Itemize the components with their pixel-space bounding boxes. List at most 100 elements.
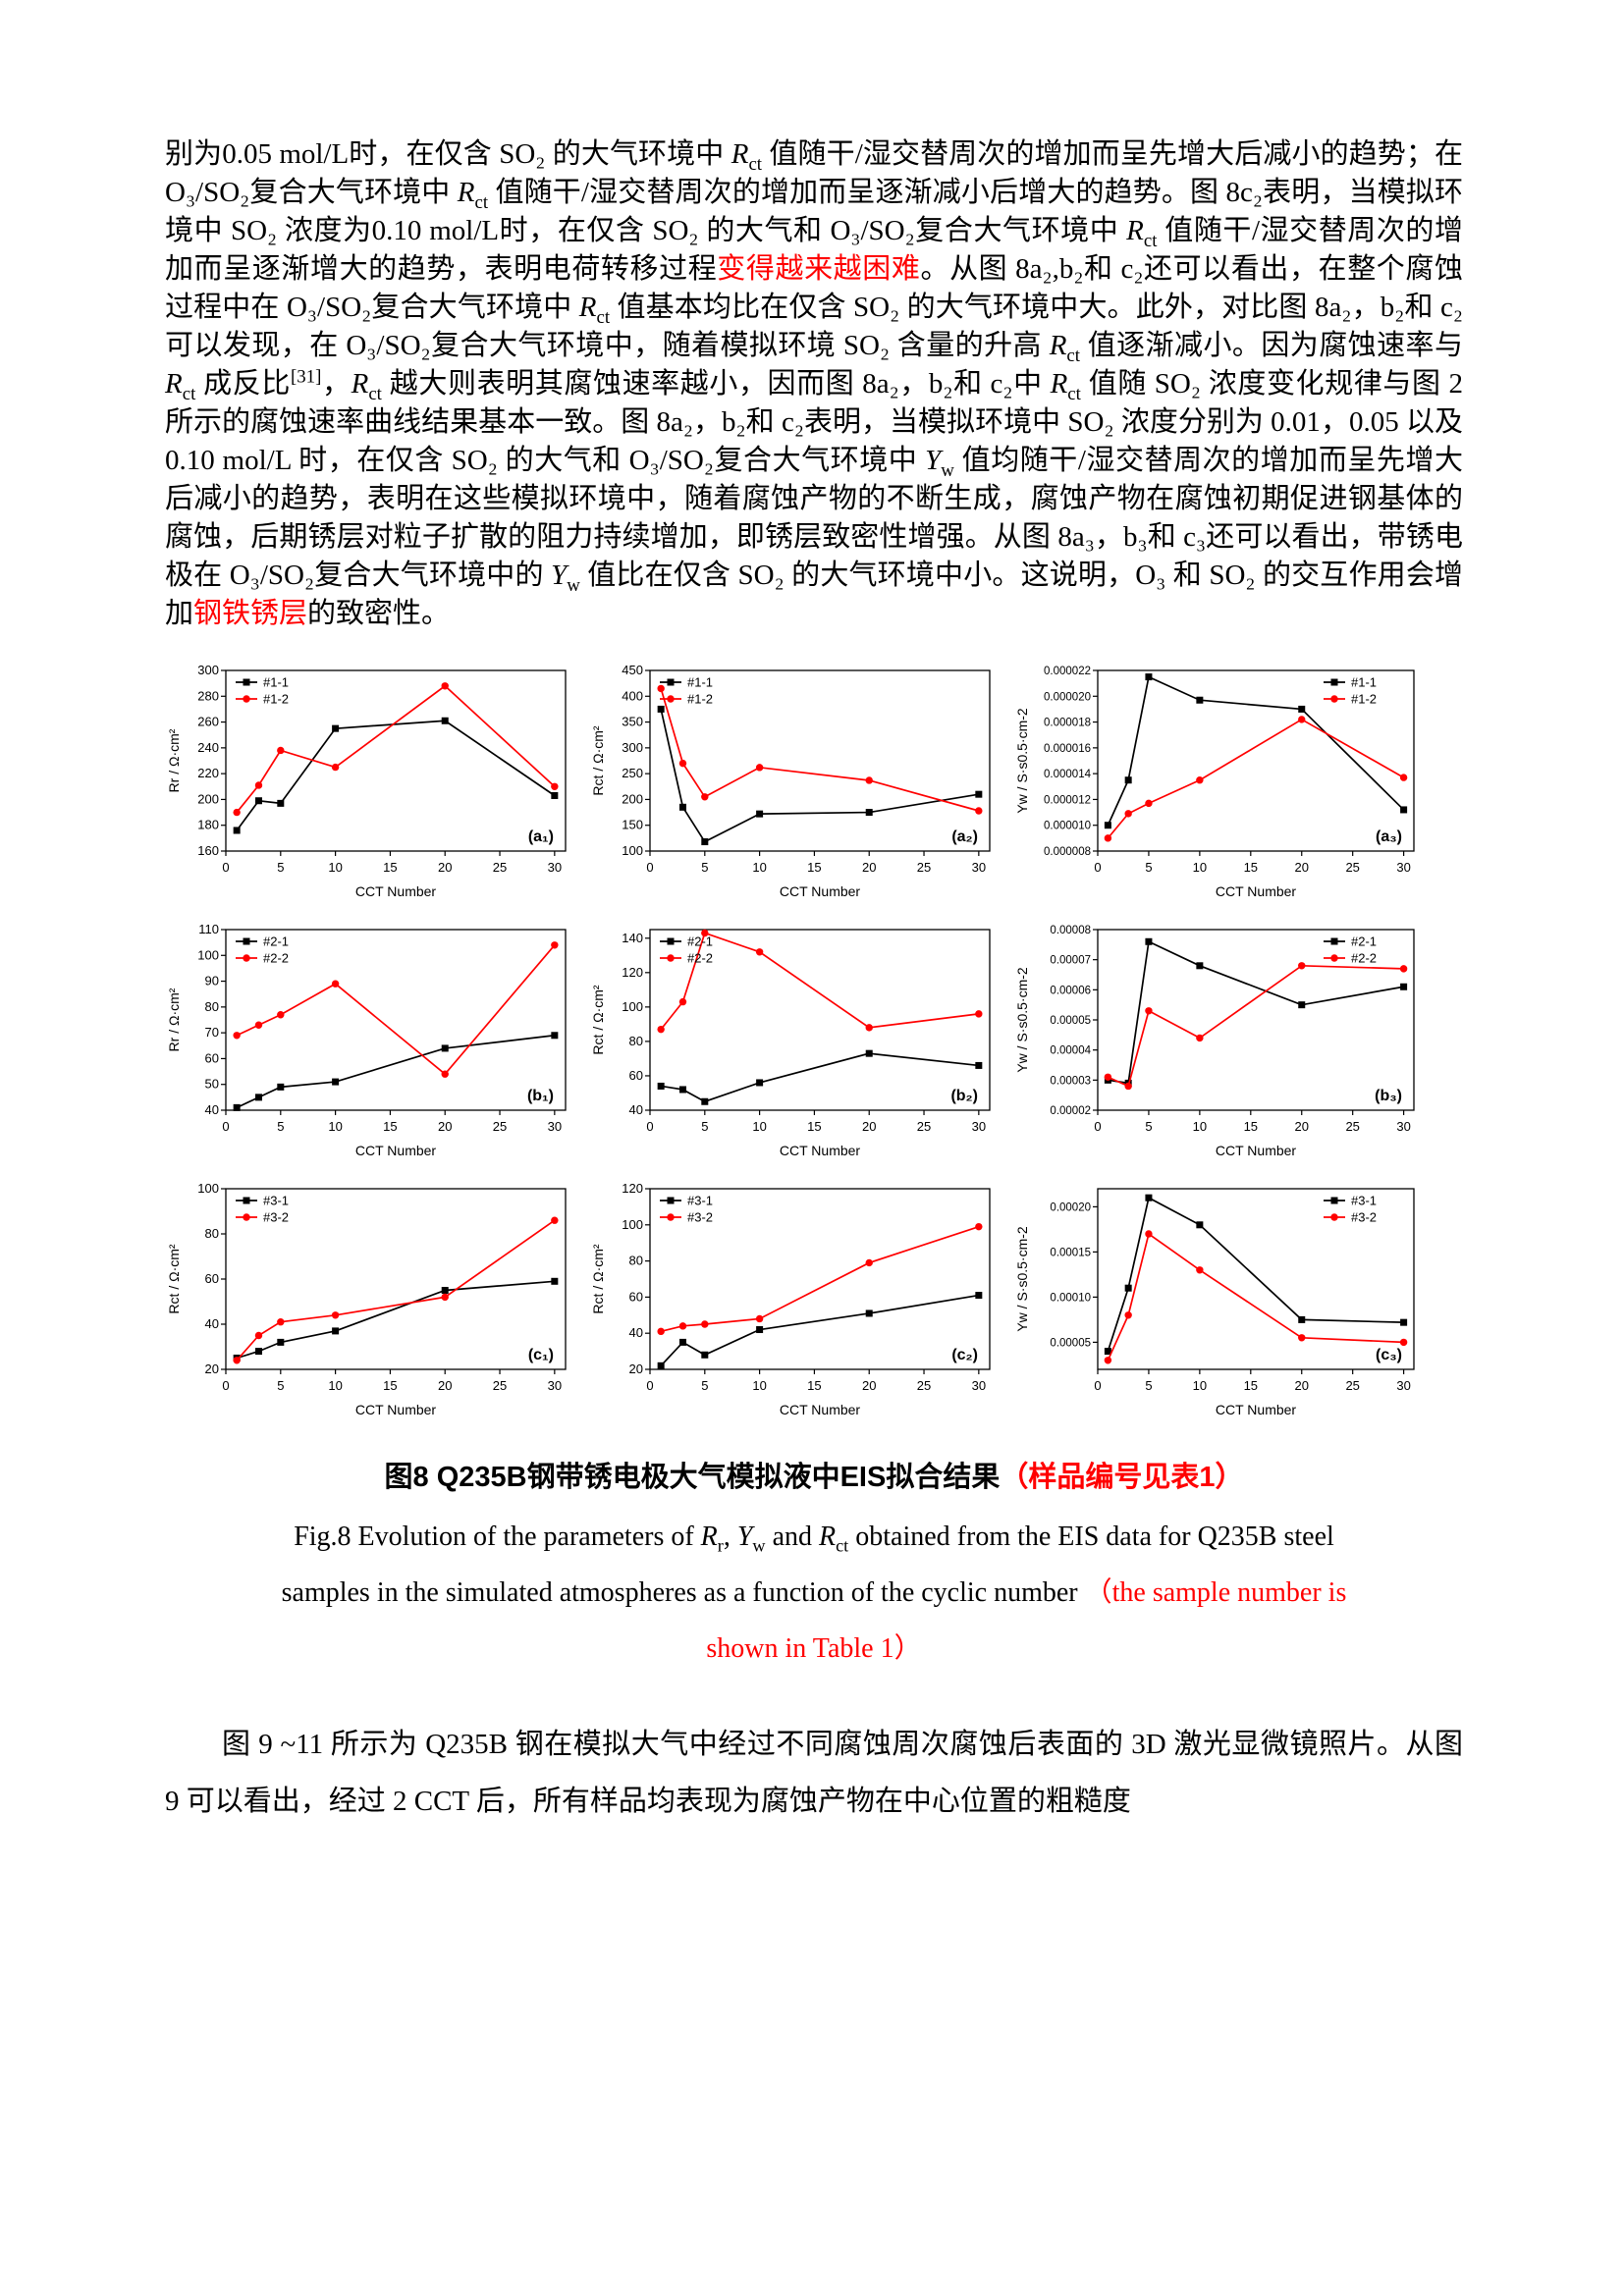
y-axis: 0.00002 0.00003 0.00004 0.00005 0.00006 0.000… — [1014, 925, 1098, 1117]
subplot-label: (c₃) — [1376, 1347, 1402, 1363]
svg-text:10: 10 — [1193, 1119, 1207, 1134]
chart-b1: 0 5 10 15 20 25 30 CCT Number 40 50 60 70 80 90 100 110… — [165, 918, 579, 1161]
figure-8-caption-cn: 图8 Q235B钢带锈电极大气模拟液中EIS拟合结果（样品编号见表1） — [165, 1454, 1463, 1495]
svg-text:25: 25 — [917, 860, 931, 875]
svg-text:200: 200 — [197, 791, 219, 806]
text-segment: 值逐渐减小。因为腐蚀速率与 — [1080, 330, 1463, 361]
svg-text:90: 90 — [205, 974, 219, 988]
svg-text:5: 5 — [1145, 1119, 1152, 1134]
text-segment: [31] — [290, 366, 322, 388]
svg-text:60: 60 — [629, 1068, 643, 1083]
svg-text:#3-1: #3-1 — [263, 1194, 289, 1208]
svg-text:CCT Number: CCT Number — [1216, 1402, 1297, 1417]
svg-text:15: 15 — [383, 1119, 397, 1134]
text-segment: 值均随干/湿交替周次的增加而呈先增大后减小的趋势，表明在这些模拟环境中，随着腐蚀… — [165, 445, 1463, 591]
text-segment: 钢铁锈层 — [193, 598, 308, 629]
text-segment: 变得越来越困难 — [717, 253, 921, 285]
svg-text:300: 300 — [622, 740, 643, 755]
svg-text:0: 0 — [1094, 860, 1101, 875]
svg-text:5: 5 — [1145, 1378, 1152, 1393]
svg-text:#2-2: #2-2 — [263, 951, 289, 966]
chart-b1-svg: 0 5 10 15 20 25 30 CCT Number 40 50 60 70 80 90 100 110… — [166, 922, 567, 1158]
svg-text:25: 25 — [493, 860, 507, 875]
svg-text:100: 100 — [622, 999, 643, 1014]
svg-text:120: 120 — [622, 965, 643, 980]
svg-text:5: 5 — [1145, 860, 1152, 875]
svg-text:0: 0 — [222, 1378, 229, 1393]
y-axis: 40 50 60 70 80 90 100 110 Rr / Ω·cm² — [166, 922, 226, 1117]
text-segment: w — [941, 459, 954, 481]
text-segment: R — [819, 1522, 837, 1552]
subplot-label: (b₂) — [950, 1088, 978, 1104]
svg-text:#3-1: #3-1 — [687, 1194, 713, 1208]
svg-text:100: 100 — [622, 843, 643, 858]
svg-text:0.00007: 0.00007 — [1050, 955, 1091, 967]
svg-text:0.000010: 0.000010 — [1044, 821, 1091, 832]
svg-text:220: 220 — [197, 766, 219, 780]
x-axis: 0 5 10 15 20 25 30 CCT Number — [1094, 1369, 1411, 1417]
chart-b3: 0 5 10 15 20 25 30 CCT Number 0.00002 0.00003 0.00… — [1013, 918, 1428, 1161]
svg-text:25: 25 — [917, 1119, 931, 1134]
y-axis-title: Rct / Ω·cm² — [166, 1244, 182, 1313]
svg-text:60: 60 — [205, 1271, 219, 1286]
series-#2-2 — [233, 941, 559, 1078]
chart-a1: 0 5 10 15 20 25 30 CCT Number 160 180 200 220 240 260… — [165, 659, 579, 902]
svg-text:0.00002: 0.00002 — [1050, 1105, 1091, 1117]
svg-text:0.00003: 0.00003 — [1050, 1075, 1091, 1087]
svg-text:0.000014: 0.000014 — [1044, 769, 1092, 780]
svg-text:#1-1: #1-1 — [1351, 675, 1377, 690]
text-segment: ， — [321, 368, 352, 400]
series-#2-1 — [233, 1032, 559, 1111]
y-axis: 160 180 200 220 240 260 280 300 Rr / Ω·cm² — [166, 663, 226, 858]
text-segment: R — [1126, 215, 1144, 246]
text-segment: , — [723, 1522, 737, 1552]
series-#1-2 — [657, 684, 983, 815]
series-#3-1 — [1104, 1194, 1408, 1356]
svg-text:0.000008: 0.000008 — [1044, 846, 1091, 858]
chart-c2: 0 5 10 15 20 25 30 CCT Number 20 40 60 80 100 120 Rct … — [589, 1177, 1003, 1420]
svg-text:0.000022: 0.000022 — [1044, 666, 1091, 677]
svg-text:0.000020: 0.000020 — [1044, 691, 1091, 703]
y-axis-title: Rct / Ω·cm² — [590, 725, 606, 795]
legend: #2-1 #2-2 — [660, 934, 713, 966]
text-segment: R — [731, 138, 749, 170]
svg-text:5: 5 — [701, 1119, 708, 1134]
text-segment: 值基本均比在仅含 SO₂ 的大气环境中大。此外，对比图 8a₂，b₂和 c₂可以… — [165, 292, 1463, 361]
svg-text:5: 5 — [701, 860, 708, 875]
svg-text:20: 20 — [862, 860, 876, 875]
plot-frame — [649, 1188, 991, 1370]
svg-text:CCT Number: CCT Number — [780, 1143, 861, 1158]
text-segment: 值随干/湿交替周次的增加而呈逐渐减小后增大的趋势。图 8c₂表明，当模拟环境中 … — [165, 177, 1464, 246]
text-segment: ct — [1143, 230, 1158, 251]
legend: #2-1 #2-2 — [1324, 934, 1377, 966]
svg-text:#2-2: #2-2 — [1351, 951, 1377, 966]
text-segment: Y — [925, 445, 942, 476]
text-segment: 越大则表明其腐蚀速率越小，因而图 8a₂，b₂和 c₂中 — [381, 368, 1051, 400]
svg-text:15: 15 — [1244, 860, 1258, 875]
svg-text:0.00008: 0.00008 — [1050, 925, 1091, 936]
svg-text:0: 0 — [1094, 1378, 1101, 1393]
svg-text:10: 10 — [328, 1378, 342, 1393]
svg-text:#1-2: #1-2 — [687, 692, 713, 707]
svg-text:5: 5 — [277, 860, 284, 875]
svg-text:300: 300 — [197, 663, 219, 677]
svg-text:280: 280 — [197, 688, 219, 703]
plot-frame — [225, 669, 567, 852]
text-segment: 值随 SO₂ 浓度变化规律与图 2 所示的腐蚀速率曲线结果基本一致。图 8a₂，… — [165, 368, 1463, 476]
svg-text:40: 40 — [205, 1316, 219, 1331]
svg-text:CCT Number: CCT Number — [355, 1143, 437, 1158]
text-segment: ct — [836, 1535, 849, 1556]
svg-text:120: 120 — [622, 1181, 643, 1196]
svg-text:CCT Number: CCT Number — [780, 883, 861, 899]
svg-text:CCT Number: CCT Number — [1216, 1143, 1297, 1158]
svg-text:10: 10 — [752, 1119, 766, 1134]
svg-text:CCT Number: CCT Number — [1216, 883, 1297, 899]
svg-text:25: 25 — [917, 1378, 931, 1393]
svg-text:450: 450 — [622, 663, 643, 677]
subplot-label: (b₃) — [1375, 1088, 1402, 1104]
series-#1-1 — [1104, 673, 1408, 829]
text-segment: ct — [474, 191, 489, 213]
svg-text:CCT Number: CCT Number — [780, 1402, 861, 1417]
